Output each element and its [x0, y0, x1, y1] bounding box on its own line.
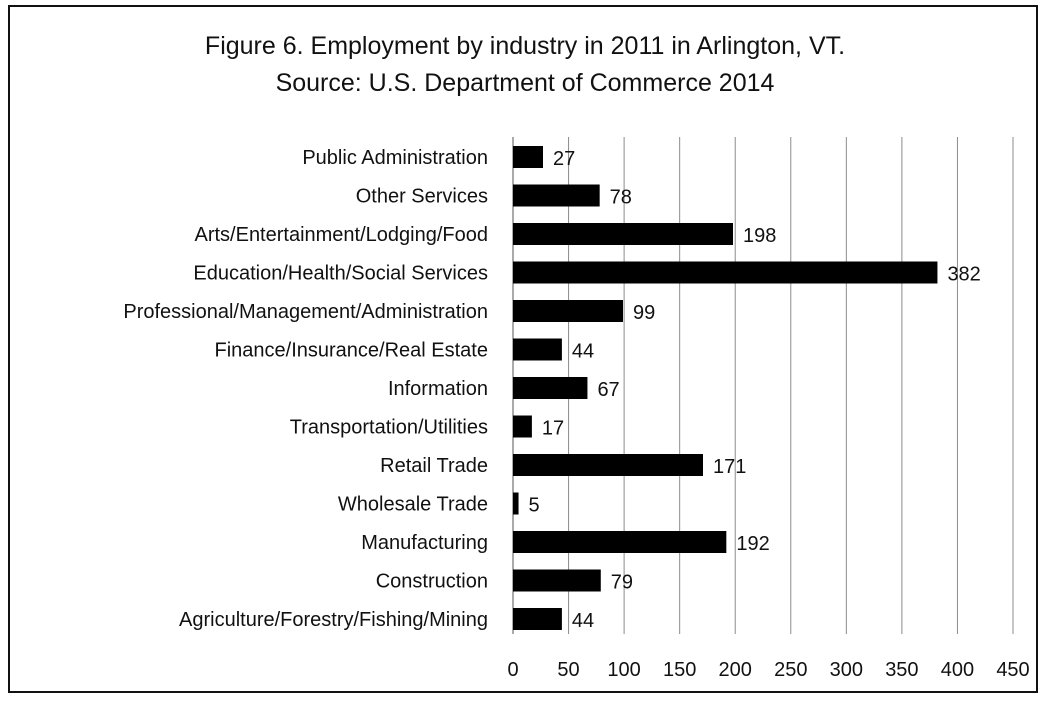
x-tick-label: 350 [885, 659, 918, 681]
data-label: 171 [713, 456, 746, 478]
data-label: 44 [572, 341, 594, 363]
bar [513, 454, 703, 476]
x-tick-label: 250 [774, 659, 807, 681]
bar [513, 415, 532, 438]
bar [513, 608, 562, 630]
category-label: Other Services [356, 186, 488, 208]
bar [513, 569, 601, 592]
bar [513, 531, 727, 553]
data-label: 382 [947, 264, 980, 286]
category-label: Education/Health/Social Services [193, 263, 488, 285]
x-tick-label: 200 [719, 659, 752, 681]
bar [513, 300, 623, 322]
data-label: 79 [611, 572, 633, 594]
chart-subtitle: Source: U.S. Department of Commerce 2014 [275, 69, 775, 97]
category-label: Wholesale Trade [338, 494, 488, 516]
bar [513, 261, 938, 284]
chart-title: Figure 6. Employment by industry in 2011… [204, 32, 846, 60]
category-label: Information [388, 378, 488, 400]
gridlines [512, 137, 1014, 634]
x-tick-label: 400 [941, 659, 974, 681]
category-labels: Public Administration Other Services Arts/… [123, 147, 488, 631]
bar [513, 338, 562, 361]
category-label: Construction [376, 571, 488, 593]
bar [513, 146, 543, 168]
chart-title-block: Figure 6. Employment by industry in 2011… [0, 28, 1050, 102]
data-label: 27 [553, 148, 575, 170]
x-tick-label: 0 [507, 659, 518, 681]
category-label: Public Administration [302, 147, 488, 169]
x-tick-labels: 0 50 100 150 200 250 300 350 400 450 [507, 659, 1029, 681]
category-label: Arts/Entertainment/Lodging/Food [194, 224, 488, 246]
data-label: 198 [743, 225, 776, 247]
category-label: Professional/Management/Administration [123, 301, 488, 323]
data-label: 5 [529, 495, 540, 517]
x-tick-label: 150 [663, 659, 696, 681]
bars [513, 146, 938, 630]
x-tick-label: 100 [607, 659, 640, 681]
category-label: Transportation/Utilities [290, 417, 488, 439]
category-label: Agriculture/Forestry/Fishing/Mining [179, 609, 488, 631]
data-label: 17 [542, 418, 564, 440]
category-label: Manufacturing [361, 532, 488, 554]
x-tick-label: 50 [557, 659, 579, 681]
data-label: 192 [736, 533, 769, 555]
bar [513, 184, 600, 207]
data-label: 99 [633, 302, 655, 324]
data-label: 78 [610, 187, 632, 209]
bar [513, 492, 519, 515]
bar [513, 223, 733, 245]
bar [513, 377, 588, 399]
data-label: 44 [572, 610, 594, 632]
data-label: 67 [597, 379, 619, 401]
category-label: Finance/Insurance/Real Estate [215, 340, 489, 362]
x-tick-label: 450 [996, 659, 1029, 681]
category-label: Retail Trade [380, 455, 488, 477]
x-tick-label: 300 [830, 659, 863, 681]
